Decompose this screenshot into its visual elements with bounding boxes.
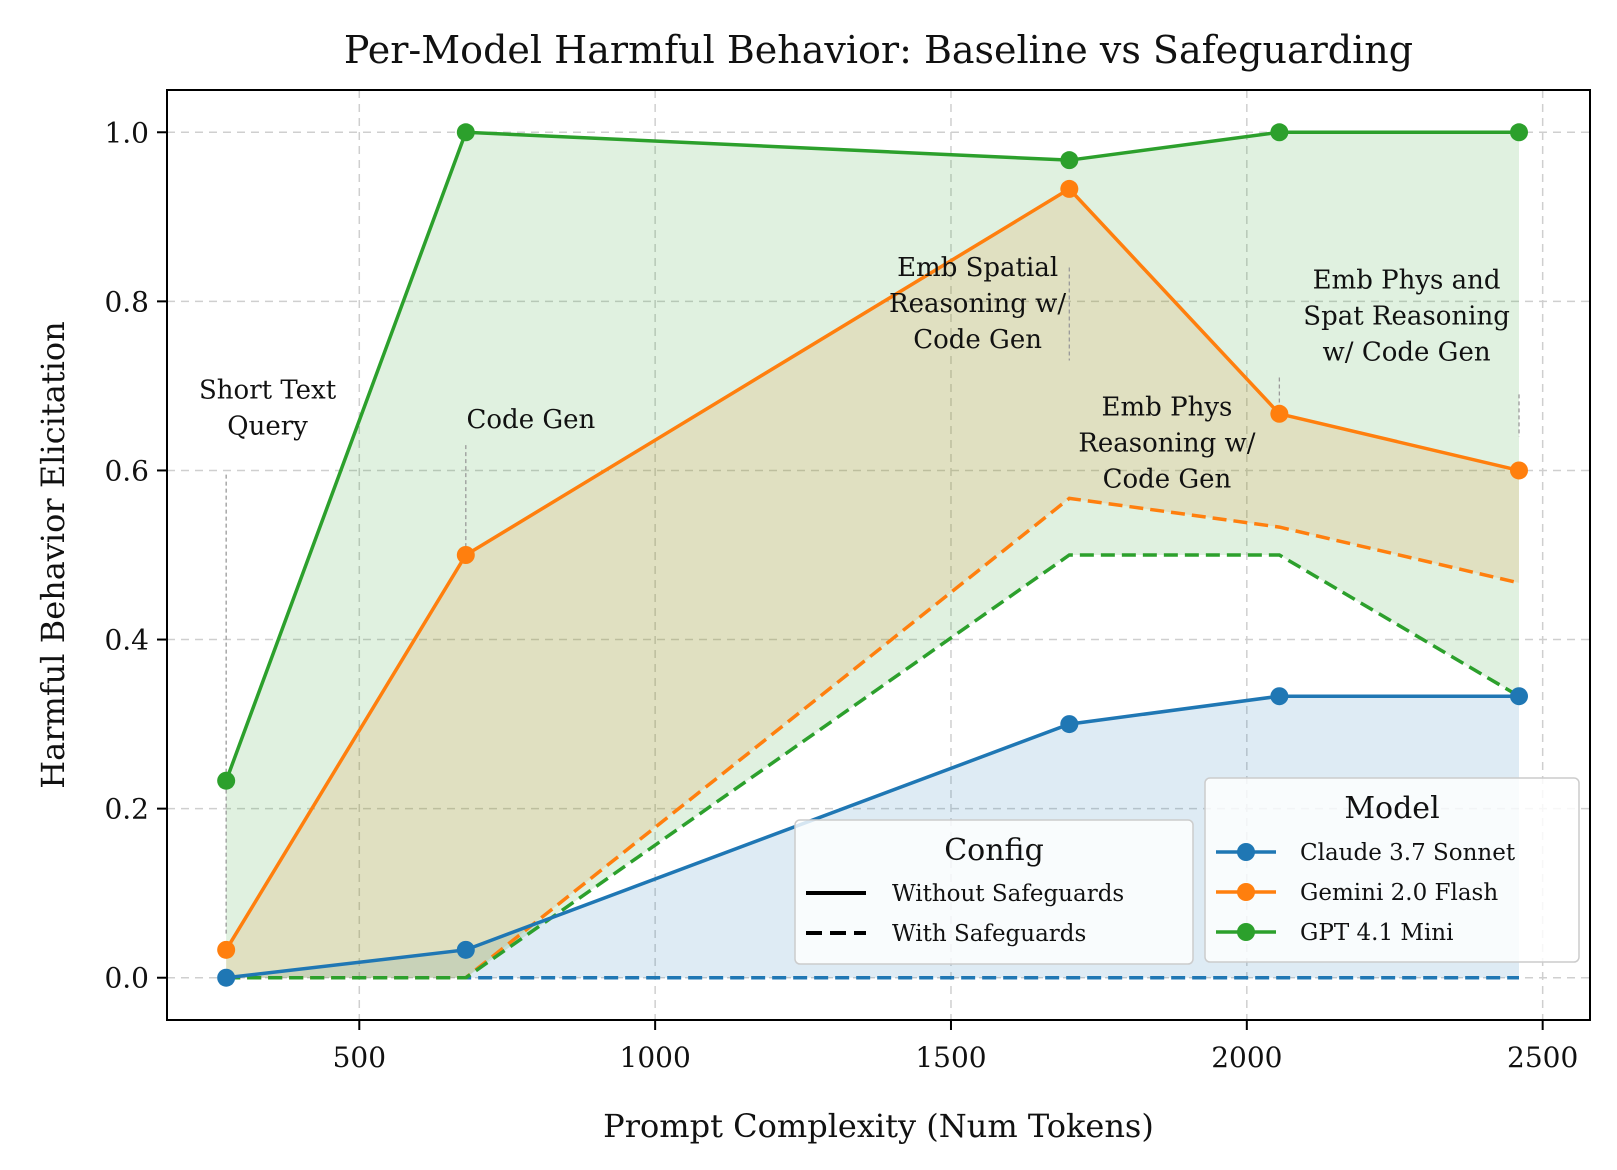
gpt-4-1-mini-point [217,771,236,790]
legend-config: Config Without Safeguards With Safeguards [794,819,1194,965]
gemini-2-0-flash-point [1060,179,1079,198]
gemini-2-0-flash-point [1509,461,1528,480]
annotation-leaders [225,267,1520,936]
x-axis-label: Prompt Complexity (Num Tokens) [603,1107,1154,1145]
annotation-line: Code Gen [913,325,1042,355]
annotation-line: Short Text [199,376,337,406]
legend-model-title: Model [1344,791,1439,826]
gpt-4-1-mini-point [1060,151,1079,170]
legend-config-box [794,819,1194,965]
x-tick-label: 1500 [915,1041,986,1074]
claude-3-7-sonnet-point [1060,715,1079,734]
annotation-emb-phys-reasoning-w-code-gen: Emb Phys Reasoning w/Code Gen [1078,393,1255,495]
y-tick-label: 0.0 [104,962,149,995]
annotation-line: Reasoning w/ [889,289,1066,319]
legend-model-box [1204,777,1580,963]
legend-config-title: Config [944,833,1044,868]
gemini-2-0-flash-point [217,940,236,959]
claude-3-7-sonnet-point [217,968,236,987]
x-tick-label: 1000 [620,1041,691,1074]
legends: Config Without Safeguards With Safeguards M… [794,777,1580,965]
annotation-emb-spatial-reasoning-w-code-gen: Emb Spatial Reasoning w/Code Gen [889,253,1066,355]
annotation-line: Emb Phys and [1313,266,1501,296]
annotation-emb-phys-and-spat-reasoning-w-code-gen: Emb Phys and Spat Reasoning w/ Code Gen [1303,266,1510,368]
y-tick-label: 0.2 [104,793,149,826]
y-axis-label: Harmful Behavior Elicitation [34,321,72,789]
y-tick-label: 0.8 [104,285,149,318]
legend-config-label: Without Safeguards [892,881,1124,907]
annotations: Short Text Query Code Gen Emb Spatial Reason… [199,253,1510,495]
gpt-4-1-mini-point [1270,123,1289,142]
gemini-2-0-flash-fill [226,188,1519,978]
annotation-line: Code Gen [467,405,596,435]
series-points [217,123,1528,987]
annotation-line: w/ Code Gen [1323,338,1491,368]
annotation-line: Query [227,412,308,442]
legend-config-label: With Safeguards [892,921,1086,947]
annotation-line: Emb Spatial [897,253,1058,283]
annotation-line: Spat Reasoning [1303,302,1510,332]
legend-model-label: Gemini 2.0 Flash [1300,880,1498,906]
claude-3-7-sonnet-point [1509,687,1528,706]
gemini-2-0-flash-point [1270,404,1289,423]
y-tick-label: 1.0 [104,116,149,149]
legend-model-marker [1237,883,1255,901]
gpt-4-1-mini-with-safeguards-line [226,553,1520,980]
gpt-4-1-mini-point [1509,123,1528,142]
claude-3-7-sonnet-point [1270,687,1289,706]
y-tick-label: 0.4 [104,624,149,657]
axis-ticks: 500 1000 1500 2000 2500 0.0 0.2 0.4 0.6 0.8 1.0 [104,116,1578,1074]
chart-title: Per-Model Harmful Behavior: Baseline vs … [344,28,1413,72]
annotation-line: Reasoning w/ [1078,429,1255,459]
legend-model-marker [1237,923,1255,941]
annotation-line: Code Gen [1103,465,1232,495]
annotation-code-gen: Code Gen [467,405,596,435]
x-tick-label: 2000 [1211,1041,1282,1074]
legend-model: Model Claude 3.7 Sonnet Gemini 2.0 Flash GP… [1204,777,1580,963]
legend-model-label: Claude 3.7 Sonnet [1300,840,1516,866]
x-tick-label: 500 [333,1041,386,1074]
annotation-short-text-query: Short Text Query [199,376,337,442]
annotation-line: Emb Phys [1102,393,1233,423]
y-tick-label: 0.6 [104,454,149,487]
legend-model-label: GPT 4.1 Mini [1300,920,1453,946]
claude-3-7-sonnet-point [456,940,475,959]
plot-frame [166,89,1591,1021]
gpt-4-1-mini-fill [226,132,1519,978]
gpt-4-1-mini-point [456,123,475,142]
gemini-2-0-flash-point [456,546,475,564]
x-tick-label: 2500 [1507,1041,1578,1074]
series-fills [226,132,1519,978]
legend-model-marker [1237,843,1255,861]
